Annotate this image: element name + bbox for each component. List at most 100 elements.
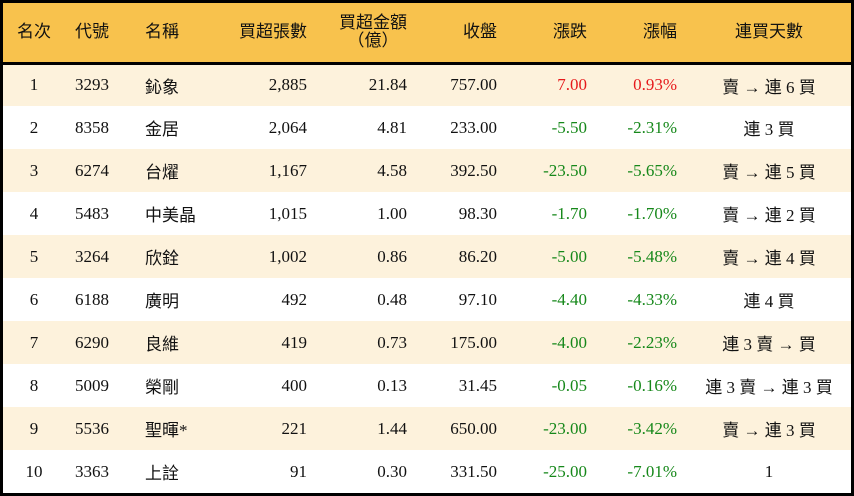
- cell-consecutive-days: 連 3 買: [743, 120, 795, 139]
- cell-change: -23.50: [543, 160, 587, 180]
- table-row: 10 3363 上詮 91 0.30 331.50 -25.00 -7.01% …: [3, 450, 851, 493]
- cell-code: 3293: [75, 75, 109, 95]
- table-row: 4 5483 中美晶 1,015 1.00 98.30 -1.70 -1.70%…: [3, 192, 851, 235]
- cell-name: 台燿: [145, 163, 179, 182]
- cell-name: 榮剛: [145, 378, 179, 397]
- cell-name: 金居: [145, 120, 179, 139]
- cell-change-pct: -5.48%: [627, 246, 677, 266]
- cell-close: 233.00: [450, 117, 497, 137]
- cell-net-buy-lots: 492: [281, 289, 308, 309]
- cell-change-pct: -2.31%: [627, 117, 677, 137]
- cell-consecutive-days: 賣 → 連 5 買: [722, 163, 816, 182]
- cell-code: 5536: [75, 418, 109, 438]
- cell-change: 7.00: [557, 75, 587, 95]
- cell-close: 331.50: [450, 461, 497, 481]
- cell-code: 3363: [75, 461, 109, 481]
- cell-net-buy-lots: 2,885: [268, 75, 307, 95]
- cell-rank: 7: [29, 332, 39, 352]
- table-row: 9 5536 聖暉* 221 1.44 650.00 -23.00 -3.42%…: [3, 407, 851, 450]
- cell-net-buy-amount: 1.00: [377, 203, 407, 223]
- header-close: 收盤: [417, 3, 507, 65]
- header-rank: 名次: [3, 3, 65, 65]
- cell-consecutive-days: 連 3 賣 → 買: [722, 335, 816, 354]
- cell-code: 6188: [75, 289, 109, 309]
- cell-code: 3264: [75, 246, 109, 266]
- table-row: 2 8358 金居 2,064 4.81 233.00 -5.50 -2.31%…: [3, 106, 851, 149]
- cell-change: -5.00: [551, 246, 587, 266]
- cell-close: 86.20: [458, 246, 497, 266]
- cell-net-buy-amount: 21.84: [368, 75, 407, 95]
- cell-rank: 2: [29, 117, 39, 137]
- cell-close: 98.30: [458, 203, 497, 223]
- cell-rank: 10: [25, 461, 43, 481]
- cell-code: 8358: [75, 117, 109, 137]
- cell-net-buy-amount: 0.13: [377, 375, 407, 395]
- header-change-pct: 漲幅: [597, 3, 687, 65]
- table-row: 6 6188 廣明 492 0.48 97.10 -4.40 -4.33% 連 …: [3, 278, 851, 321]
- table-header-row: 名次 代號 名稱 買超張數 買超金額 （億） 收盤 漲跌 漲幅 連買天數: [3, 3, 851, 65]
- cell-change: -23.00: [543, 418, 587, 438]
- cell-net-buy-amount: 4.81: [377, 117, 407, 137]
- cell-net-buy-lots: 419: [281, 332, 308, 352]
- cell-name: 中美晶: [145, 206, 196, 225]
- cell-net-buy-lots: 1,167: [268, 160, 307, 180]
- cell-consecutive-days: 連 3 賣 → 連 3 買: [705, 378, 833, 397]
- cell-rank: 5: [29, 246, 39, 266]
- cell-net-buy-lots: 400: [281, 375, 308, 395]
- cell-change-pct: -5.65%: [627, 160, 677, 180]
- cell-name: 欣銓: [145, 249, 179, 268]
- header-net-buy-amount-line2: （億）: [347, 31, 399, 51]
- cell-change-pct: -0.16%: [627, 375, 677, 395]
- cell-code: 6274: [75, 160, 109, 180]
- cell-net-buy-amount: 1.44: [377, 418, 407, 438]
- cell-net-buy-lots: 91: [290, 461, 307, 481]
- header-change: 漲跌: [507, 3, 597, 65]
- header-consecutive-days: 連買天數: [687, 3, 851, 65]
- cell-close: 97.10: [458, 289, 497, 309]
- cell-net-buy-lots: 1,015: [268, 203, 307, 223]
- table-body: 1 3293 鈊象 2,885 21.84 757.00 7.00 0.93% …: [3, 63, 851, 493]
- cell-change-pct: -3.42%: [627, 418, 677, 438]
- cell-rank: 8: [29, 375, 39, 395]
- cell-code: 6290: [75, 332, 109, 352]
- cell-close: 650.00: [450, 418, 497, 438]
- cell-close: 392.50: [450, 160, 497, 180]
- cell-rank: 1: [29, 75, 39, 95]
- table-row: 7 6290 良維 419 0.73 175.00 -4.00 -2.23% 連…: [3, 321, 851, 364]
- cell-code: 5483: [75, 203, 109, 223]
- cell-consecutive-days: 連 4 買: [743, 292, 795, 311]
- cell-consecutive-days: 賣 → 連 2 買: [722, 206, 816, 225]
- cell-net-buy-amount: 0.30: [377, 461, 407, 481]
- net-buy-ranking-table: 名次 代號 名稱 買超張數 買超金額 （億） 收盤 漲跌 漲幅 連買天數 1 3…: [3, 3, 851, 493]
- header-net-buy-amount-line1: 買超金額: [339, 13, 407, 33]
- cell-name: 聖暉*: [145, 421, 188, 440]
- cell-change: -25.00: [543, 461, 587, 481]
- cell-change-pct: 0.93%: [633, 75, 677, 95]
- cell-net-buy-lots: 221: [281, 418, 308, 438]
- cell-name: 上詮: [145, 464, 179, 483]
- cell-change-pct: -1.70%: [627, 203, 677, 223]
- cell-change-pct: -4.33%: [627, 289, 677, 309]
- cell-close: 175.00: [450, 332, 497, 352]
- cell-rank: 4: [29, 203, 39, 223]
- cell-name: 廣明: [145, 292, 179, 311]
- cell-net-buy-amount: 4.58: [377, 160, 407, 180]
- cell-rank: 6: [29, 289, 39, 309]
- cell-rank: 9: [29, 418, 39, 438]
- cell-change-pct: -7.01%: [627, 461, 677, 481]
- cell-change-pct: -2.23%: [627, 332, 677, 352]
- cell-consecutive-days: 賣 → 連 3 買: [722, 421, 816, 440]
- cell-name: 良維: [145, 335, 179, 354]
- table-row: 3 6274 台燿 1,167 4.58 392.50 -23.50 -5.65…: [3, 149, 851, 192]
- header-name: 名稱: [135, 3, 227, 65]
- cell-change: -4.00: [551, 332, 587, 352]
- cell-close: 31.45: [458, 375, 497, 395]
- cell-change: -4.40: [551, 289, 587, 309]
- table-row: 5 3264 欣銓 1,002 0.86 86.20 -5.00 -5.48% …: [3, 235, 851, 278]
- cell-name: 鈊象: [145, 77, 179, 97]
- table-row: 1 3293 鈊象 2,885 21.84 757.00 7.00 0.93% …: [3, 63, 851, 106]
- cell-consecutive-days: 賣 → 連 4 買: [722, 249, 816, 268]
- cell-net-buy-amount: 0.73: [377, 332, 407, 352]
- cell-consecutive-days: 1: [764, 461, 774, 481]
